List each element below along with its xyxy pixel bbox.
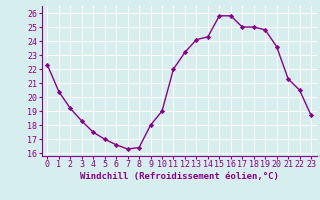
X-axis label: Windchill (Refroidissement éolien,°C): Windchill (Refroidissement éolien,°C)	[80, 172, 279, 181]
